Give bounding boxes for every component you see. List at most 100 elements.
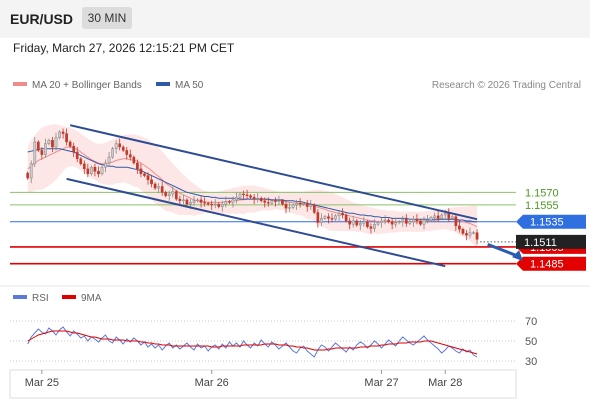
candle <box>217 203 221 207</box>
candle <box>72 145 76 153</box>
candle <box>288 207 291 209</box>
candle <box>182 199 185 201</box>
candle <box>266 202 270 204</box>
timeframe-button[interactable]: 30 MIN <box>82 7 132 29</box>
candle <box>369 226 373 229</box>
candle <box>362 221 366 224</box>
top-bar: EUR/USD 30 MIN <box>0 0 590 38</box>
timestamp: Friday, March 27, 2026 12:15:21 PM CET <box>13 41 235 55</box>
candle <box>51 140 54 148</box>
level-label-1.1535: 1.1535 <box>530 217 564 229</box>
x-tick-mar-27: Mar 27 <box>364 377 398 389</box>
level-tag-1.1535 <box>516 214 586 229</box>
candle <box>58 131 61 138</box>
legend-rsi: RSI <box>13 293 49 304</box>
ma50-line <box>27 148 478 223</box>
candle <box>153 183 157 189</box>
legend-ma50: MA 50 <box>156 80 203 91</box>
candle <box>447 213 451 219</box>
research-credit: Research © 2026 Trading Central <box>431 80 581 91</box>
candle <box>199 199 203 203</box>
candle <box>450 216 454 219</box>
candle <box>174 191 178 200</box>
candle <box>196 199 199 201</box>
candle <box>433 215 436 218</box>
legend-rsi-ma-label: 9MA <box>81 293 102 304</box>
candle <box>139 168 143 175</box>
candle <box>429 217 433 221</box>
candle <box>291 204 295 208</box>
candle <box>118 143 122 148</box>
candle <box>65 133 68 143</box>
candle <box>419 220 422 225</box>
candle <box>334 215 337 220</box>
candle <box>242 193 245 196</box>
candle <box>302 203 306 205</box>
candle <box>376 222 380 225</box>
ma50-swatch <box>156 82 170 87</box>
candle <box>468 232 472 236</box>
candle <box>44 143 47 155</box>
candle <box>252 197 256 200</box>
candle <box>111 148 114 158</box>
candle <box>323 216 327 219</box>
candle <box>351 220 355 225</box>
candle <box>440 214 444 219</box>
candle <box>337 213 341 217</box>
legend-ma50-label: MA 50 <box>175 80 204 91</box>
candle <box>355 220 359 226</box>
instrument-name: EUR/USD <box>10 11 74 27</box>
candle <box>164 192 168 196</box>
candle <box>316 212 320 223</box>
candle <box>387 219 390 222</box>
candle <box>61 131 65 134</box>
candle <box>29 163 33 179</box>
candle <box>192 200 196 203</box>
candle <box>348 220 352 225</box>
candle <box>33 141 37 164</box>
candle <box>390 221 394 225</box>
candle <box>86 168 90 175</box>
legend-rsi-label: RSI <box>32 293 49 304</box>
candle <box>412 219 415 222</box>
candle <box>40 150 44 155</box>
candle <box>298 203 302 205</box>
candle <box>178 198 182 201</box>
ma20-swatch <box>13 82 27 87</box>
candle <box>90 166 93 175</box>
candle <box>100 166 104 175</box>
candle <box>75 151 79 159</box>
candle <box>185 199 189 205</box>
candle <box>461 229 465 234</box>
candle <box>259 198 263 201</box>
candle <box>171 191 175 195</box>
candle <box>327 216 330 219</box>
rsi-ma9-line <box>27 330 478 355</box>
candle <box>26 172 30 179</box>
current-price-tag <box>516 234 586 249</box>
candle <box>404 219 408 224</box>
candle <box>305 203 309 207</box>
x-tick-mar-25: Mar 25 <box>25 377 59 389</box>
candle <box>263 200 267 203</box>
candle <box>228 201 231 203</box>
rsi-ma-swatch <box>62 295 76 300</box>
candle <box>249 195 252 198</box>
candle <box>47 140 51 144</box>
legend-rsi-ma: 9MA <box>62 293 102 304</box>
forecast-arrow-head <box>512 250 524 262</box>
candle <box>366 221 369 227</box>
candle <box>245 194 249 196</box>
candle <box>203 202 206 204</box>
candle <box>295 203 298 206</box>
level-label-1.1570: 1.1570 <box>525 187 559 199</box>
channel-lower-line <box>66 177 446 268</box>
current-price-label: 1.1511 <box>524 237 557 249</box>
rsi-tick-50: 50 <box>525 336 537 348</box>
candle <box>79 158 83 164</box>
candle <box>238 193 242 198</box>
candle <box>107 156 111 164</box>
candle <box>415 219 419 222</box>
forecast-arrow-shaft <box>487 242 519 258</box>
